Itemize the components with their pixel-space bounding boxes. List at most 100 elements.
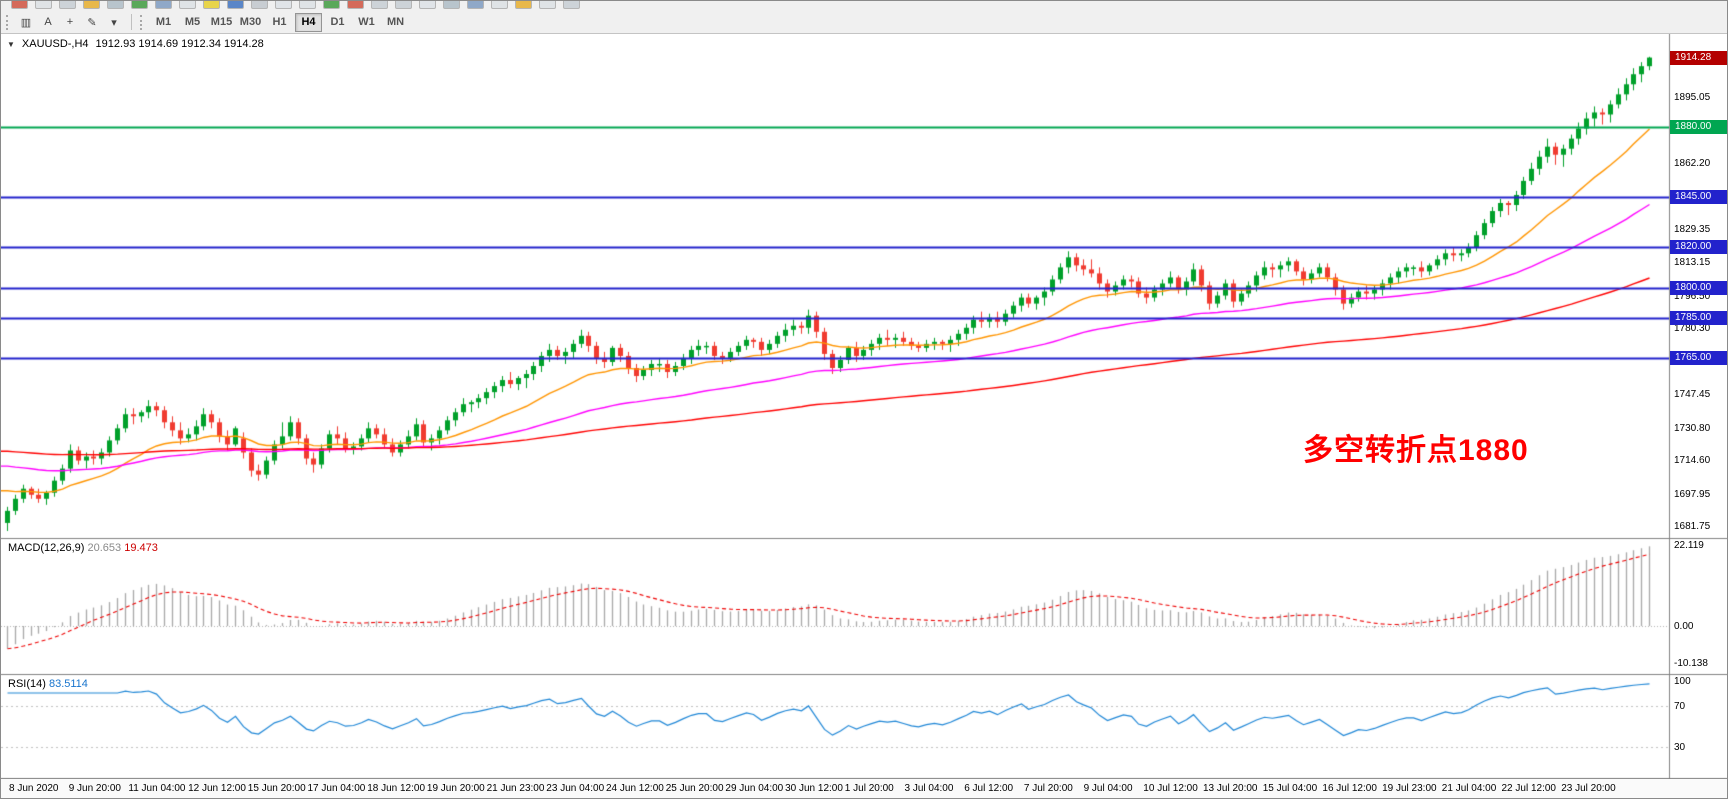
timeframe-button-m15[interactable]: M15 <box>210 16 233 28</box>
text-label-icon[interactable]: A <box>44 16 52 28</box>
rsi-axis-tick: 30 <box>1674 742 1686 754</box>
zoom-out-icon[interactable] <box>395 1 412 9</box>
time-tick-label: 18 Jun 12:00 <box>367 783 426 794</box>
current-price-label: 1914.28 <box>1670 50 1727 65</box>
rsi-value: 83.5114 <box>48 678 88 690</box>
cursor-icon[interactable] <box>539 1 556 9</box>
ohlc-values: 1912.93 1914.69 1912.34 1914.28 <box>95 38 264 50</box>
rsi-axis-tick: 70 <box>1674 700 1686 712</box>
indicators-list-icon[interactable] <box>467 1 484 9</box>
time-tick-label: 13 Jul 20:00 <box>1203 783 1258 794</box>
time-tick-label: 15 Jun 20:00 <box>247 783 306 794</box>
symbol-label: XAUUSD-,H4 <box>21 38 89 50</box>
timeframe-button-m5[interactable]: M5 <box>184 16 201 28</box>
level-price-label: 1845.00 <box>1670 189 1727 204</box>
timeframe-button-mn[interactable]: MN <box>386 16 405 28</box>
zoom-in-icon[interactable] <box>371 1 388 9</box>
time-tick-label: 10 Jul 12:00 <box>1143 783 1198 794</box>
time-tick-label: 9 Jul 04:00 <box>1083 783 1133 794</box>
time-tick-label: 6 Jul 12:00 <box>964 783 1014 794</box>
time-tick-label: 21 Jun 23:00 <box>486 783 545 794</box>
timeframe-button-h1[interactable]: H1 <box>272 16 287 28</box>
price-tick: 1895.05 <box>1674 92 1711 104</box>
line-chart-icon[interactable] <box>347 1 364 9</box>
navigator-icon[interactable] <box>131 1 148 9</box>
chart-profiles-icon[interactable] <box>59 1 76 9</box>
tools-toolbar: ▥ A + ✎ ▾ M1 M5 M15 M30 H1 H4 D1 W1 MN <box>1 11 1727 34</box>
time-tick-label: 3 Jul 04:00 <box>904 783 954 794</box>
auto-scroll-icon[interactable] <box>419 1 436 9</box>
time-tick-label: 11 Jun 04:00 <box>128 783 186 794</box>
price-tick: 1714.60 <box>1674 455 1711 467</box>
level-price-label: 1880.00 <box>1670 119 1727 134</box>
price-tick: 1813.15 <box>1674 257 1711 269</box>
time-tick-label: 24 Jun 12:00 <box>606 783 664 794</box>
price-tick: 1829.35 <box>1674 224 1711 236</box>
timeframe-button-m30[interactable]: M30 <box>239 16 262 28</box>
timeframe-group: M1 M5 M15 M30 H1 H4 D1 W1 MN <box>149 12 410 32</box>
crosshair-icon[interactable]: + <box>66 16 74 28</box>
chevron-down-icon[interactable]: ▼ <box>7 39 15 49</box>
strategy-tester-icon[interactable] <box>179 1 196 9</box>
annotation-text: 多空转折点1880 <box>1303 434 1529 467</box>
new-chart-icon[interactable] <box>35 1 52 9</box>
data-window-icon[interactable] <box>107 1 124 9</box>
toolbar-grip[interactable] <box>140 14 144 30</box>
draw-objects-icon[interactable]: ✎ <box>87 16 97 29</box>
price-tick: 1780.30 <box>1674 323 1711 335</box>
price-tick: 1862.20 <box>1674 158 1711 170</box>
price-tick: 1697.95 <box>1674 488 1711 500</box>
time-tick-label: 7 Jul 20:00 <box>1023 783 1073 794</box>
toolbar-grip[interactable] <box>6 14 10 30</box>
chart-window-icon[interactable]: ▥ <box>20 16 32 29</box>
rsi-indicator-label: RSI(14) 83.5114 <box>8 678 88 690</box>
macd-signal-value: 19.473 <box>124 542 158 554</box>
macd-indicator-label: MACD(12,26,9) 20.653 19.473 <box>8 542 158 554</box>
price-tick: 1681.75 <box>1674 521 1711 533</box>
time-tick-label: 19 Jun 20:00 <box>426 783 485 794</box>
time-tick-label: 30 Jun 12:00 <box>785 783 843 794</box>
time-tick-label: 8 Jun 2020 <box>9 783 59 794</box>
templates-menu-icon[interactable] <box>515 1 532 9</box>
level-price-label: 1800.00 <box>1670 280 1727 295</box>
time-axis[interactable]: 8 Jun 2020 9 Jun 20:00 11 Jun 04:00 12 Jun … <box>1 779 1727 798</box>
terminal-icon[interactable] <box>155 1 172 9</box>
time-tick-label: 15 Jul 04:00 <box>1262 783 1318 794</box>
macd-axis-tick: -10.138 <box>1674 658 1708 670</box>
time-tick-label: 23 Jun 04:00 <box>546 783 605 794</box>
timeframe-button-h4[interactable]: H4 <box>295 12 322 32</box>
toolbar-separator <box>131 14 132 30</box>
timeframe-button-d1[interactable]: D1 <box>330 16 345 28</box>
chart-shift-icon[interactable] <box>443 1 460 9</box>
new-order-icon[interactable] <box>11 1 28 9</box>
time-tick-label: 25 Jun 20:00 <box>665 783 724 794</box>
time-tick-label: 1 Jul 20:00 <box>844 783 894 794</box>
drawing-tools-group: ▥ A + ✎ ▾ <box>15 13 125 32</box>
price-tick: 1730.80 <box>1674 422 1711 434</box>
crosshair-tool-icon[interactable] <box>563 1 580 9</box>
autotrading-icon[interactable] <box>227 1 244 9</box>
price-tick: 1747.45 <box>1674 389 1711 401</box>
rsi-name: RSI(14) <box>8 678 46 690</box>
time-tick-label: 12 Jun 12:00 <box>188 783 246 794</box>
macd-name: MACD(12,26,9) <box>8 542 85 554</box>
level-price-label: 1820.00 <box>1670 240 1727 255</box>
time-tick-label: 21 Jul 04:00 <box>1441 783 1497 794</box>
metaeditor-icon[interactable] <box>203 1 220 9</box>
time-tick-label: 19 Jul 23:00 <box>1382 783 1437 794</box>
candlestick-chart-icon[interactable] <box>323 1 340 9</box>
market-watch-icon[interactable] <box>83 1 100 9</box>
level-price-label: 1785.00 <box>1670 310 1727 325</box>
bar-chart-icon[interactable] <box>299 1 316 9</box>
objects-dropdown-icon[interactable]: ▾ <box>111 16 117 29</box>
time-tick-label: 23 Jul 20:00 <box>1561 783 1616 794</box>
timeframe-button-m1[interactable]: M1 <box>155 16 172 28</box>
periods-icon[interactable] <box>491 1 508 9</box>
timeframe-button-w1[interactable]: W1 <box>358 16 375 28</box>
macd-axis-tick: 22.119 <box>1674 539 1704 551</box>
time-tick-label: 9 Jun 20:00 <box>68 783 121 794</box>
template-icon[interactable] <box>275 1 292 9</box>
add-indicator-icon[interactable] <box>251 1 268 9</box>
